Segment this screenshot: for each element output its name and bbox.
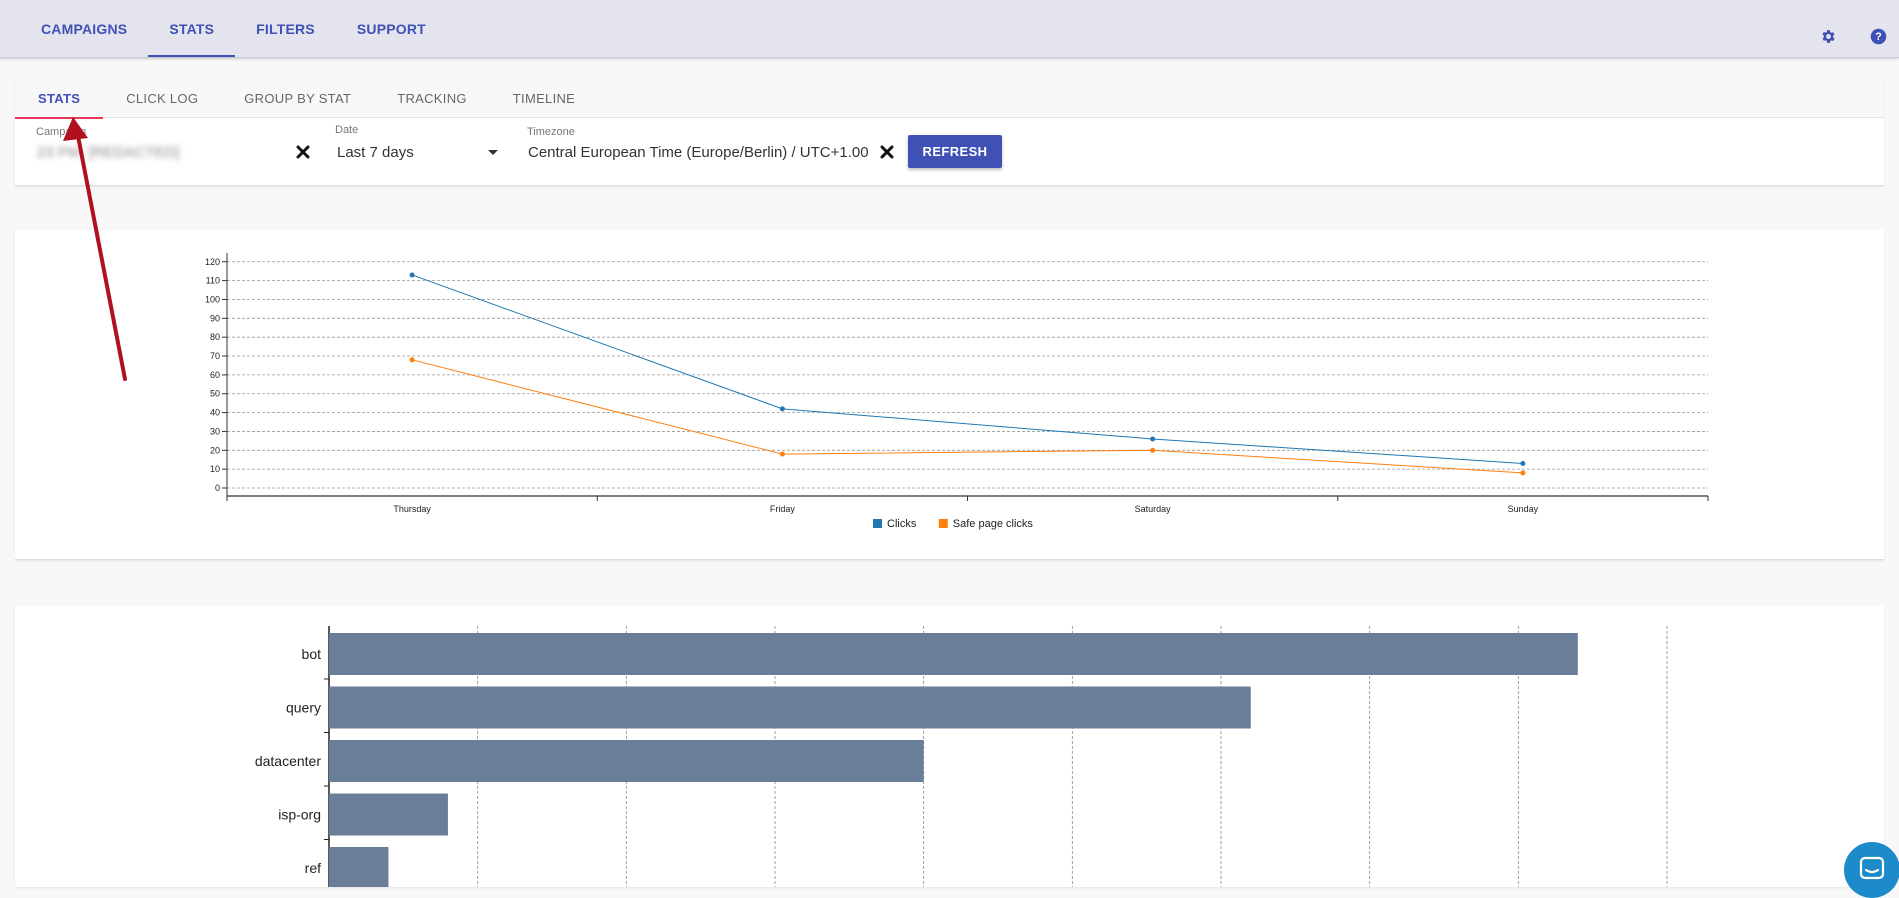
data-point	[779, 451, 785, 457]
top-navigation-bar: CAMPAIGNS STATS FILTERS SUPPORT ?	[0, 0, 1899, 58]
chat-icon	[1859, 856, 1885, 880]
line-chart-card: 0 10 20 30 40 50 60 70 80 90 100 110 120 Thursday Frid…	[15, 230, 1884, 560]
filters-card: STATS CLICK LOG GROUP BY STAT TRACKING TIMEL…	[15, 78, 1884, 186]
legend-swatch	[873, 519, 882, 528]
series-line-clicks	[411, 274, 1523, 464]
main-tabs: CAMPAIGNS STATS FILTERS SUPPORT	[20, 0, 447, 57]
bar-label: datacenter	[255, 753, 321, 769]
data-point	[409, 272, 415, 278]
y-tick-label: 10	[210, 464, 220, 474]
data-point	[1520, 470, 1526, 476]
data-point	[409, 357, 415, 363]
y-tick-label: 40	[210, 408, 220, 418]
y-tick-label: 50	[210, 389, 220, 399]
tab-support[interactable]: SUPPORT	[356, 20, 426, 37]
data-point	[1520, 460, 1526, 466]
help-icon[interactable]: ?	[1868, 26, 1888, 46]
y-tick-label: 110	[206, 276, 220, 286]
line-chart: 0 10 20 30 40 50 60 70 80 90 100 110 120 Thursday Frid…	[205, 253, 1709, 530]
x-tick-label: Thursday	[393, 504, 431, 514]
timezone-label: Timezone	[527, 126, 575, 138]
bar-query	[329, 686, 1251, 729]
bar-chart: bot query datacenter isp-org ref	[255, 626, 1668, 894]
x-tick-label: Saturday	[1135, 504, 1172, 514]
data-point	[1150, 436, 1156, 442]
gear-icon[interactable]	[1818, 26, 1838, 46]
tab-stats[interactable]: STATS	[148, 0, 235, 57]
timezone-select[interactable]: Central European Time (Europe/Berlin) / …	[528, 144, 869, 161]
subtab-timeline[interactable]: TIMELINE	[512, 90, 576, 106]
svg-text:?: ?	[1875, 31, 1881, 43]
legend-label: Safe page clicks	[953, 518, 1034, 530]
subtab-click-log[interactable]: CLICK LOG	[126, 90, 199, 106]
subtab-group-by-stat[interactable]: GROUP BY STAT	[244, 90, 352, 106]
subtab-tracking[interactable]: TRACKING	[397, 90, 467, 106]
chat-widget-button[interactable]	[1844, 842, 1899, 898]
y-tick-label: 60	[210, 370, 220, 380]
legend-swatch	[938, 519, 948, 528]
y-tick-label: 0	[215, 483, 220, 493]
bar-label: bot	[302, 646, 322, 662]
y-tick-label: 90	[210, 313, 220, 323]
y-tick-label: 70	[210, 351, 220, 361]
tab-campaigns[interactable]: CAMPAIGNS	[41, 20, 128, 37]
y-tick-label: 20	[210, 445, 220, 455]
date-label: Date	[335, 124, 359, 136]
clear-timezone-icon[interactable]	[879, 144, 895, 160]
data-point	[779, 406, 785, 412]
y-tick-label: 120	[205, 257, 220, 267]
refresh-button[interactable]: REFRESH	[908, 135, 1002, 168]
bar-chart-card: bot query datacenter isp-org ref	[15, 606, 1884, 894]
subtab-stats[interactable]: STATS	[15, 78, 104, 119]
chevron-down-icon[interactable]	[487, 149, 499, 157]
y-tick-label: 30	[210, 426, 220, 436]
y-tick-label: 100	[205, 294, 220, 304]
x-tick-label: Friday	[770, 504, 796, 514]
bar-label: isp-org	[278, 807, 321, 823]
bar-label: query	[286, 700, 321, 716]
campaign-select[interactable]: 23 PM: [REDACTED]	[37, 144, 180, 161]
y-tick-label: 80	[210, 332, 220, 342]
data-point	[1150, 447, 1156, 453]
tab-filters[interactable]: FILTERS	[256, 20, 315, 37]
x-tick-label: Sunday	[1508, 504, 1539, 514]
bar-datacenter	[329, 740, 924, 782]
series-line-safe-page-clicks	[412, 359, 1523, 474]
clear-campaign-icon[interactable]	[295, 144, 311, 160]
top-actions: ?	[1818, 26, 1899, 46]
date-select[interactable]: Last 7 days	[337, 144, 414, 161]
legend-label: Clicks	[887, 518, 917, 530]
campaign-label: Campaign	[36, 126, 87, 138]
stats-subtabs: STATS CLICK LOG GROUP BY STAT TRACKING TIMEL…	[15, 78, 1884, 119]
bar-bot	[329, 633, 1578, 675]
bar-label: ref	[305, 860, 321, 876]
bar-ref	[329, 847, 389, 889]
bar-isp-org	[329, 793, 448, 836]
